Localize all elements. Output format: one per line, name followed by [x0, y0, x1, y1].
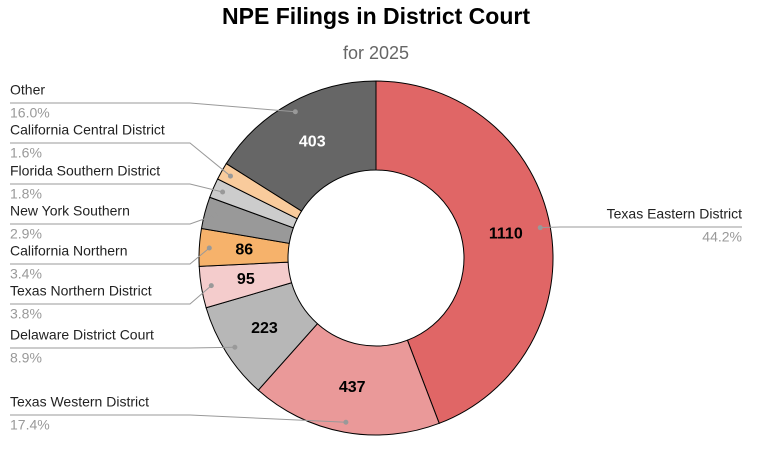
- value-label: 437: [339, 379, 366, 396]
- leader-line: [10, 414, 346, 423]
- leader-dot: [292, 109, 298, 115]
- chart-subtitle: for 2025: [343, 43, 409, 63]
- chart-title: NPE Filings in District Court: [222, 3, 530, 29]
- value-label: 86: [235, 241, 253, 258]
- value-label: 403: [299, 134, 326, 151]
- leader-dot: [212, 212, 218, 218]
- value-label: 95: [237, 271, 255, 288]
- category-label: California Central District: [10, 122, 165, 138]
- category-label: New York Southern: [10, 203, 130, 219]
- percent-label: 1.8%: [10, 186, 42, 202]
- value-label: 223: [251, 320, 278, 337]
- percent-label: 16.0%: [10, 105, 50, 121]
- leader-line: [10, 102, 296, 113]
- leader-line: [10, 214, 215, 225]
- leader-line: [10, 285, 212, 305]
- leader-dot: [343, 419, 349, 425]
- percent-label: 2.9%: [10, 226, 42, 242]
- category-label: Texas Northern District: [10, 283, 152, 299]
- percent-label: 1.6%: [10, 145, 42, 161]
- category-label: Delaware District Court: [10, 327, 154, 343]
- leader-dot: [537, 225, 543, 231]
- leader-line: [540, 226, 742, 229]
- leader-line: [10, 142, 231, 177]
- leader-line: [10, 183, 223, 193]
- percent-label: 8.9%: [10, 350, 42, 366]
- slice: [257, 322, 440, 436]
- leader-dot: [206, 245, 212, 251]
- slice: [375, 80, 554, 424]
- percent-label: 3.4%: [10, 266, 42, 282]
- category-label: Texas Eastern District: [607, 206, 742, 222]
- leader-dot: [232, 344, 238, 350]
- leader-line: [10, 247, 210, 265]
- leader-dot: [208, 283, 214, 289]
- leader-dot: [227, 173, 233, 179]
- category-label: Other: [10, 82, 45, 98]
- leader-dot: [220, 189, 226, 195]
- leader-line: [10, 346, 235, 349]
- category-label: Texas Western District: [10, 394, 149, 410]
- category-label: Florida Southern District: [10, 163, 160, 179]
- percent-label: 3.8%: [10, 306, 42, 322]
- value-label: 1110: [489, 225, 523, 242]
- category-label: California Northern: [10, 243, 128, 259]
- percent-label: 44.2%: [702, 229, 742, 245]
- slice: [225, 80, 377, 212]
- percent-label: 17.4%: [10, 417, 50, 433]
